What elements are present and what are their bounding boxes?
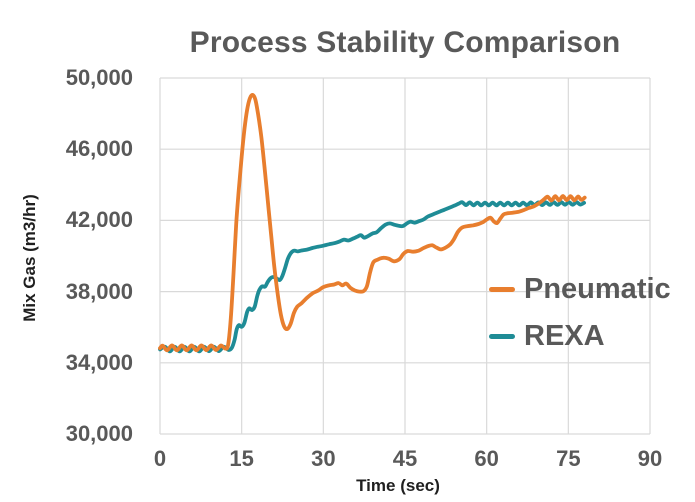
legend-label: Pneumatic	[524, 273, 671, 305]
legend-swatch-rexa	[489, 334, 515, 339]
y-tick-label: 38,000	[65, 278, 133, 304]
legend-item-pneumatic: Pneumatic	[489, 266, 671, 313]
series-line-rexa	[158, 200, 586, 354]
chart-title: Process Stability Comparison	[189, 26, 621, 59]
y-tick-label: 34,000	[65, 349, 133, 375]
legend-label: REXA	[524, 320, 605, 352]
x-tick-label: 60	[474, 446, 499, 471]
legend-item-rexa: REXA	[489, 313, 671, 360]
legend-swatch-pneumatic	[489, 287, 515, 292]
x-tick-label: 15	[229, 446, 254, 471]
x-tick-label: 45	[392, 446, 418, 471]
x-tick-label: 75	[556, 446, 581, 471]
series-line-pneumatic	[158, 93, 587, 353]
y-tick-label: 46,000	[65, 136, 133, 162]
y-tick-label: 50,000	[65, 65, 133, 90]
y-axis-title: Mix Gas (m3/hr)	[20, 194, 39, 322]
x-tick-label: 90	[637, 446, 663, 471]
y-tick-label: 30,000	[65, 421, 133, 446]
legend: Pneumatic REXA	[489, 266, 671, 360]
x-axis-title: Time (sec)	[356, 476, 440, 495]
x-tick-label: 0	[153, 446, 167, 471]
y-tick-label: 42,000	[65, 207, 133, 233]
x-tick-label: 30	[311, 446, 336, 471]
